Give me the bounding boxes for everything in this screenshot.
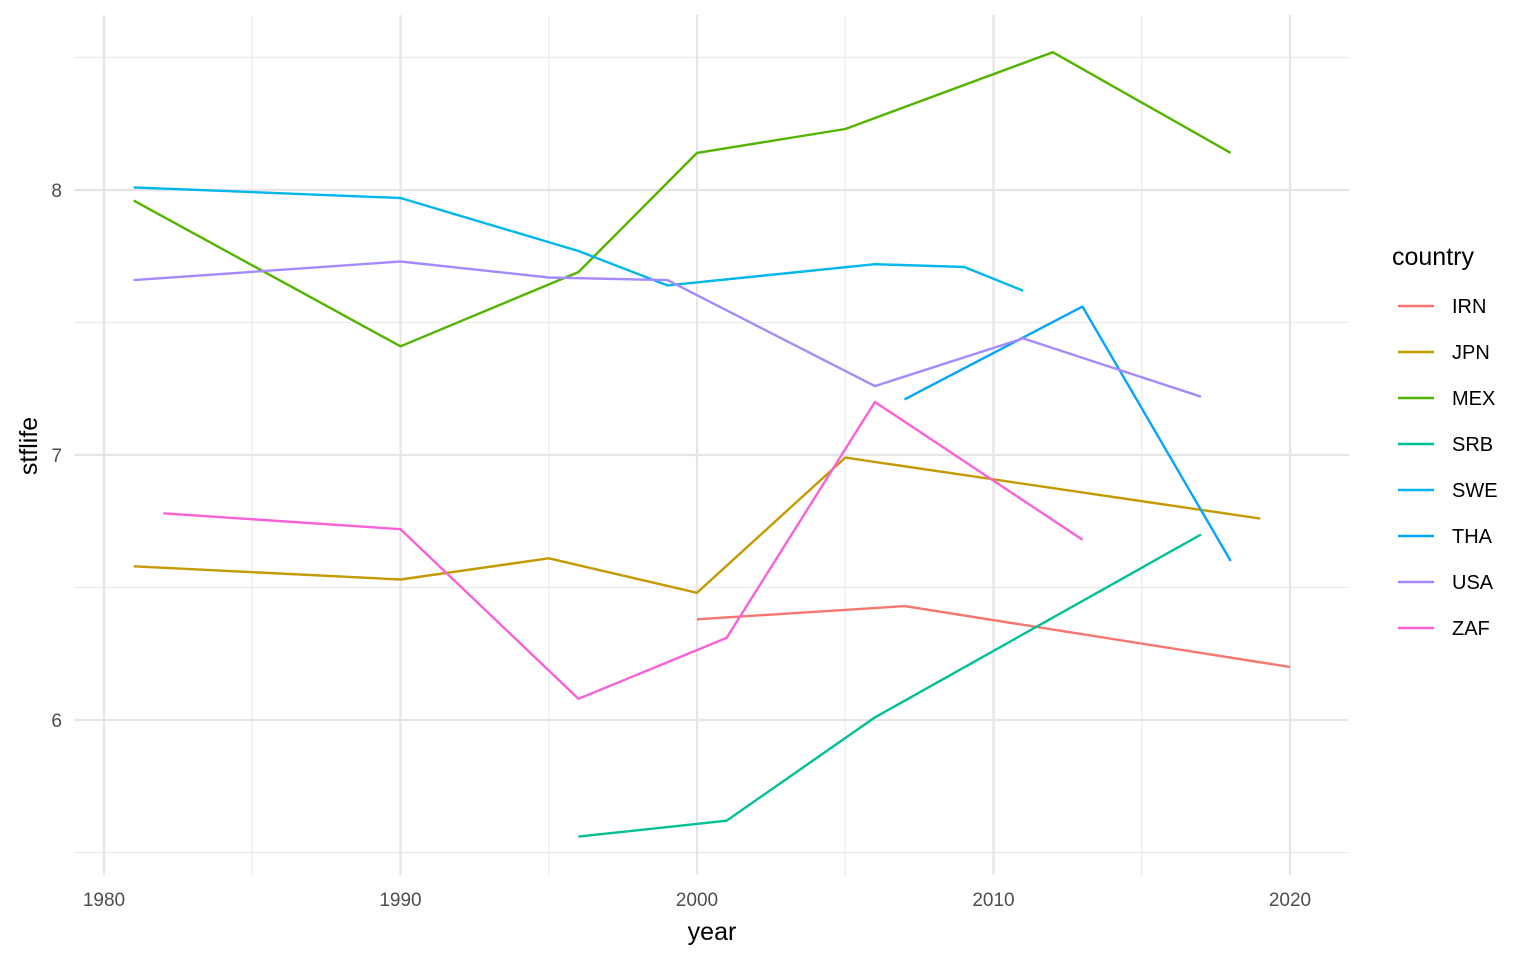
x-tick-label: 1990 [379, 890, 421, 911]
legend-title: country [1392, 243, 1474, 271]
series-lines [133, 51, 1291, 838]
series-line-tha [903, 305, 1232, 562]
x-axis-tick-labels: 1980 1990 2000 2010 2020 [83, 890, 1311, 911]
major-gridlines [74, 15, 1349, 875]
series-line-zaf [163, 400, 1084, 700]
minor-gridlines [74, 15, 1349, 875]
legend-label: SRB [1452, 434, 1493, 456]
series-line-srb [578, 533, 1202, 838]
legend-item-srb: SRB [1398, 434, 1493, 456]
series-line-swe [133, 186, 1024, 292]
y-tick-label: 6 [51, 711, 62, 732]
legend-label: JPN [1452, 342, 1490, 364]
legend-item-swe: SWE [1398, 480, 1498, 502]
legend-item-jpn: JPN [1398, 342, 1490, 364]
legend-label: SWE [1452, 480, 1498, 502]
legend-item-mex: MEX [1398, 388, 1495, 410]
legend: country IRN JPN MEX SRB SWE THA USA ZAF [1392, 243, 1498, 640]
legend-label: USA [1452, 572, 1494, 594]
y-axis-title: stflife [15, 417, 43, 475]
legend-item-tha: THA [1398, 526, 1493, 548]
y-tick-label: 8 [51, 181, 62, 202]
series-line-usa [133, 260, 1202, 398]
series-line-mex [133, 51, 1232, 348]
x-tick-label: 2000 [676, 890, 718, 911]
x-tick-label: 2010 [972, 890, 1014, 911]
y-tick-label: 7 [51, 446, 62, 467]
series-line-jpn [133, 456, 1261, 594]
x-tick-label: 1980 [83, 890, 125, 911]
legend-item-irn: IRN [1398, 296, 1486, 318]
plot-panel [74, 15, 1349, 875]
legend-label: THA [1452, 526, 1493, 548]
legend-item-zaf: ZAF [1398, 618, 1490, 640]
x-axis-title: year [688, 918, 737, 946]
legend-label: IRN [1452, 296, 1486, 318]
y-axis-tick-labels: 6 7 8 [51, 181, 62, 732]
series-line-irn [696, 604, 1291, 669]
legend-label: MEX [1452, 388, 1495, 410]
legend-item-usa: USA [1398, 572, 1494, 594]
x-tick-label: 2020 [1269, 890, 1311, 911]
legend-items: IRN JPN MEX SRB SWE THA USA ZAF [1398, 296, 1498, 640]
legend-label: ZAF [1452, 618, 1490, 640]
